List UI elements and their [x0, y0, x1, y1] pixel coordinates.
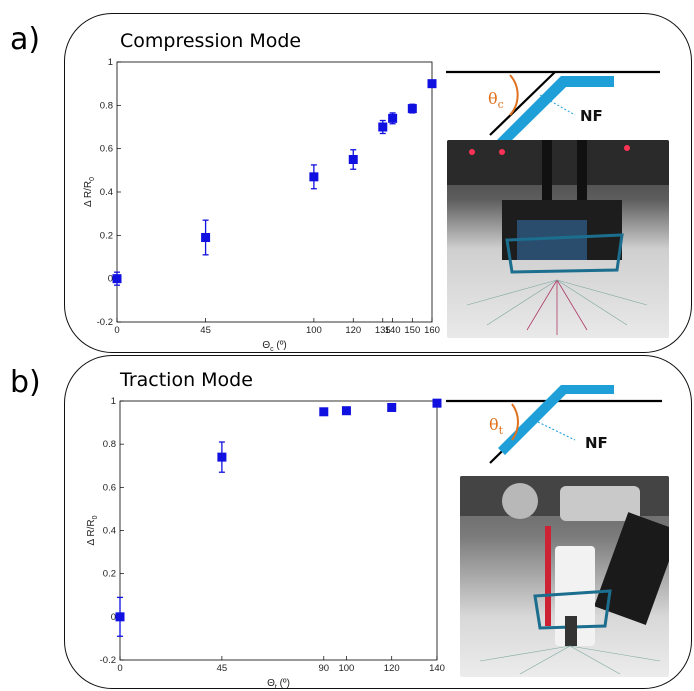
chart0-y-tick-label: 1 — [108, 57, 113, 68]
chart0-data-point — [201, 233, 211, 242]
chart1-data-point — [387, 402, 397, 412]
chart1-data-point — [432, 398, 442, 408]
chart1-y-tick-label: 0.6 — [103, 482, 116, 493]
panel-b-title: Traction Mode — [120, 369, 253, 391]
chart1-data-point — [341, 406, 351, 416]
panel-a-frame — [64, 13, 692, 353]
chart0-x-tick-label: 140 — [385, 325, 401, 336]
chart0-x-tick-label: 135 — [375, 325, 391, 336]
chart0-data-point — [378, 122, 388, 132]
chart1-data-point — [115, 612, 125, 622]
chart0-y-tick-label: 0.6 — [100, 144, 113, 155]
chart1-x-tick-label: 100 — [338, 663, 354, 674]
chart0-y-tick-label: 0 — [108, 274, 113, 285]
chart1-y-tick-label: 0 — [111, 612, 116, 623]
chart1-x-tick-label: 0 — [117, 663, 122, 674]
chart0-x-axis-label: Θc (º) — [262, 340, 286, 353]
chart1-x-tick-label: 90 — [318, 663, 329, 674]
chart1-y-tick-label: 0.2 — [103, 569, 116, 580]
chart0-y-tick-label: -0.2 — [97, 317, 113, 328]
chart0-x-tick-label: 100 — [306, 325, 322, 336]
chart1-data-point — [319, 407, 329, 417]
chart0-data-point — [407, 104, 417, 114]
chart1-x-axis-label: Θt (º) — [267, 678, 290, 691]
chart1-x-tick-label: 120 — [384, 663, 400, 674]
chart1-data-point — [217, 452, 227, 462]
panel-a-label: a) — [10, 22, 41, 57]
chart0-y-tick-label: 0.2 — [100, 230, 113, 241]
panel-b-frame — [64, 355, 692, 689]
chart1-y-tick-label: -0.2 — [100, 655, 116, 666]
chart0-x-tick-label: 150 — [404, 325, 420, 336]
chart1-x-tick-label: 45 — [217, 663, 228, 674]
traction-theta-label: θt — [489, 415, 504, 437]
chart0-data-point — [427, 79, 437, 89]
panel-b-label: b) — [10, 365, 41, 400]
chart1-y-tick-label: 0.4 — [103, 526, 116, 537]
traction-setup-photo — [460, 476, 669, 677]
chart0-data-point — [309, 172, 319, 182]
chart0-y-axis-label: Δ R/R0 — [83, 177, 96, 207]
compression-nf-label: NF — [580, 107, 603, 125]
chart0-data-point — [112, 274, 122, 284]
traction-nf-label: NF — [585, 434, 608, 452]
chart0-x-tick-label: 120 — [345, 325, 361, 336]
chart1-x-tick-label: 140 — [429, 663, 445, 674]
chart1-y-tick-label: 0.8 — [103, 439, 116, 450]
chart0-y-tick-label: 0.8 — [100, 100, 113, 111]
chart1-y-tick-label: 1 — [111, 396, 116, 407]
compression-setup-photo — [447, 140, 669, 338]
chart0-data-point — [348, 155, 358, 164]
chart0-data-point — [388, 113, 398, 123]
chart0-y-tick-label: 0.4 — [100, 187, 113, 198]
panel-a-title: Compression Mode — [120, 30, 302, 52]
chart0-x-tick-label: 45 — [200, 325, 211, 336]
chart0-x-tick-label: 160 — [424, 325, 440, 336]
compression-theta-label: θc — [488, 89, 504, 111]
chart0-x-tick-label: 0 — [114, 325, 119, 336]
chart1-y-axis-label: Δ R/R0 — [86, 515, 99, 545]
